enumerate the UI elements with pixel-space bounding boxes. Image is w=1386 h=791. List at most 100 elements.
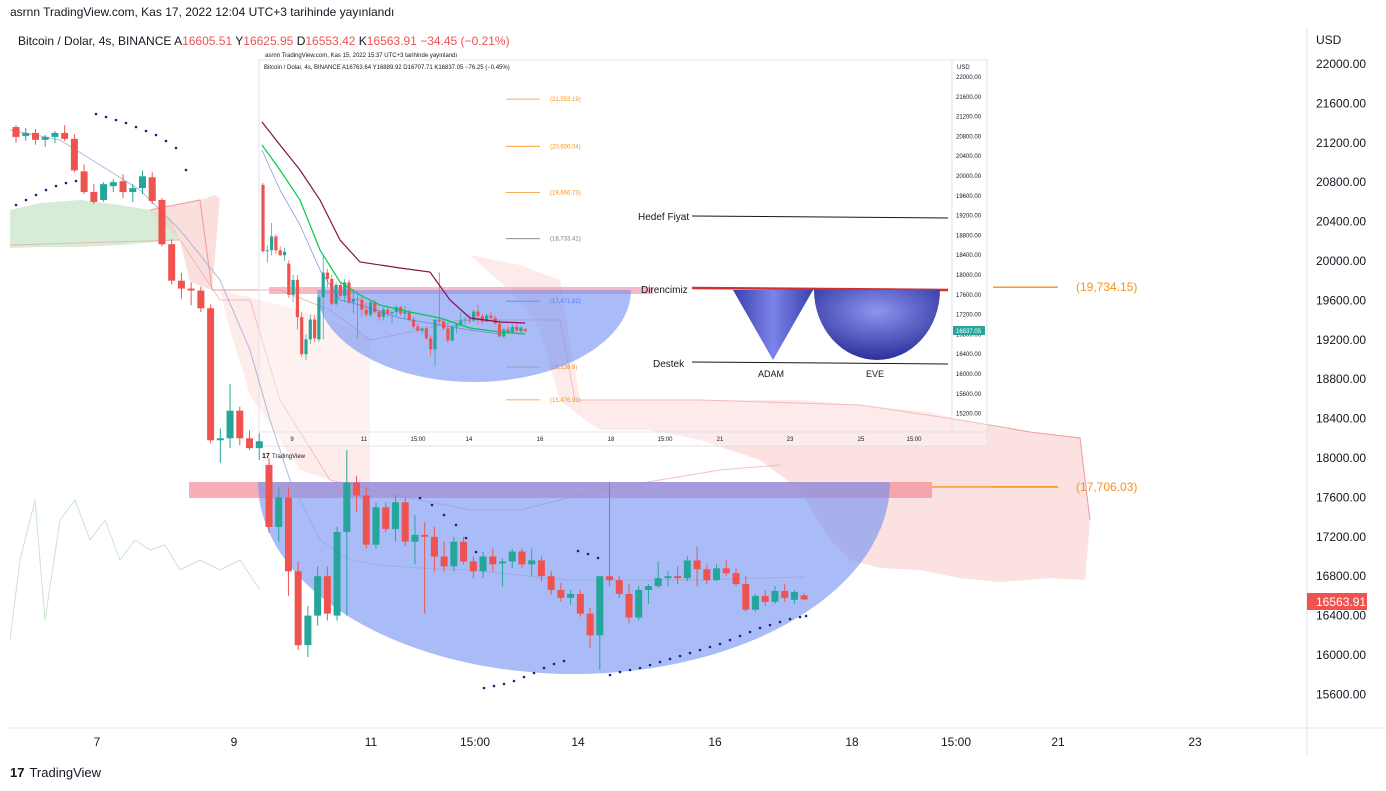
candle xyxy=(460,536,468,565)
y-tick-label: 16400.00 xyxy=(1316,609,1366,623)
inset-candle-body xyxy=(287,263,291,295)
inset-candle-body xyxy=(386,309,390,314)
inset-candle xyxy=(442,319,446,331)
inset-fib-label: (16,138.9) xyxy=(550,365,577,371)
candle xyxy=(508,548,516,569)
inset-candle xyxy=(261,182,265,253)
inset-candle xyxy=(493,315,497,325)
inset-candle xyxy=(270,223,274,256)
candle-body xyxy=(713,568,721,581)
sar-dot xyxy=(608,673,612,677)
candle-body xyxy=(606,576,614,581)
inset-fib-label: (20,600.04) xyxy=(550,144,581,150)
candle xyxy=(742,576,750,612)
target-line xyxy=(691,215,949,219)
inset-x-tick: 23 xyxy=(787,437,794,443)
low-label: D xyxy=(296,34,306,48)
inset-candle xyxy=(351,288,355,314)
inset-candle xyxy=(321,256,325,340)
candle-body xyxy=(372,507,380,545)
inset-published: asrnn TradingView.com, Kas 15, 2022 15:3… xyxy=(265,53,458,59)
inset-candle xyxy=(360,294,364,318)
inset-y-tick: 19600.00 xyxy=(956,194,982,200)
sar-dot xyxy=(738,634,742,638)
inset-candle-body xyxy=(510,326,514,333)
candle-body xyxy=(382,507,390,529)
inset-candle xyxy=(433,319,437,367)
candle-body xyxy=(51,132,59,137)
last-price-badge: 16563.91 xyxy=(1316,595,1366,609)
candle-body xyxy=(751,595,759,610)
y-tick-label: 16800.00 xyxy=(1316,569,1366,583)
candle xyxy=(751,593,759,612)
candle-body xyxy=(109,182,117,187)
inset-candle-body xyxy=(450,326,454,341)
inset-candle xyxy=(472,309,476,323)
candle-body xyxy=(129,188,137,193)
candle xyxy=(440,541,448,572)
candle xyxy=(138,170,146,195)
sar-dot xyxy=(618,670,622,674)
candle xyxy=(421,522,429,614)
candle-body xyxy=(440,556,448,567)
inset-candle xyxy=(390,310,394,325)
inset-candle-body xyxy=(476,311,480,317)
inset-candle xyxy=(300,312,304,357)
publish-header: asrnn TradingView.com, Kas 17, 2022 12:0… xyxy=(10,5,395,19)
inset-candle xyxy=(407,309,411,323)
inset-candle-body xyxy=(265,250,269,252)
candle-body xyxy=(586,613,594,636)
candle xyxy=(80,164,88,195)
sar-dot xyxy=(94,112,98,116)
candle xyxy=(469,556,477,579)
y-tick-label: 19200.00 xyxy=(1316,333,1366,347)
sar-dot xyxy=(638,666,642,670)
sar-dot xyxy=(184,168,188,172)
target-label: Hedef Fiyat xyxy=(638,212,689,223)
sar-dot xyxy=(164,139,168,143)
inset-candle xyxy=(265,245,269,263)
candle-body xyxy=(197,290,205,309)
close-label: K xyxy=(358,34,367,48)
candle-body xyxy=(732,573,740,585)
sar-dot xyxy=(430,503,434,507)
candle-body xyxy=(644,586,652,590)
inset-candle xyxy=(467,314,471,324)
candle-body xyxy=(294,571,302,646)
inset-candle-body xyxy=(381,309,385,318)
inset-price-badge-bg xyxy=(953,326,985,335)
candle xyxy=(722,560,730,577)
candle xyxy=(450,536,458,572)
sar-dot xyxy=(44,188,48,192)
adam-cup-shape xyxy=(733,290,813,360)
inset-candle-body xyxy=(356,298,360,300)
inset-screenshot: asrnn TradingView.com, Kas 15, 2022 15:3… xyxy=(258,53,988,460)
inset-candle xyxy=(295,275,299,330)
sar-dot xyxy=(628,668,632,672)
cloud-bear-area-1 xyxy=(150,195,220,290)
inset-fib-label: (15,476.91) xyxy=(550,398,581,404)
inset-y-tick: 16800.00 xyxy=(956,332,982,338)
inset-candle xyxy=(334,282,338,306)
inset-candle xyxy=(489,311,493,320)
inset-ma-slow xyxy=(261,121,526,324)
candle-body xyxy=(615,580,623,594)
ichimoku-cloud xyxy=(9,195,1091,641)
inset-candle-body xyxy=(295,279,299,318)
candle xyxy=(12,125,20,143)
inset-candle-body xyxy=(493,318,497,324)
candle-body xyxy=(343,482,351,532)
sar-dot xyxy=(482,686,486,690)
inset-candle-body xyxy=(485,315,489,322)
candle xyxy=(51,130,59,143)
sar-dot xyxy=(748,630,752,634)
inset-y-tick: 22000.00 xyxy=(956,75,982,81)
currency-label: USD xyxy=(1316,33,1342,47)
inset-x-tick: 15:00 xyxy=(906,437,922,443)
inset-fib-label: (19,666.73) xyxy=(550,190,581,196)
eve-cup-shape xyxy=(814,290,940,360)
candle xyxy=(732,568,740,587)
cloud-span-line xyxy=(149,199,1091,521)
inset-candle-body xyxy=(480,316,484,322)
